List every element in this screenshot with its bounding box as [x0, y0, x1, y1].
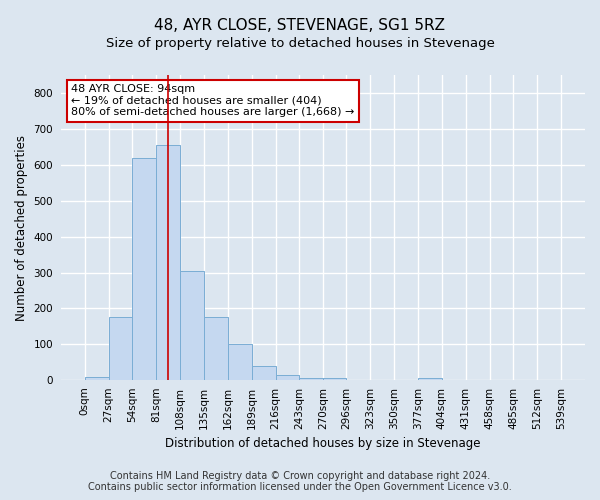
Bar: [204, 318, 228, 380]
Bar: [109, 318, 133, 380]
Bar: [156, 145, 180, 380]
Bar: [85, 376, 109, 380]
Text: Size of property relative to detached houses in Stevenage: Size of property relative to detached ho…: [106, 38, 494, 51]
Bar: [133, 158, 156, 380]
Y-axis label: Number of detached properties: Number of detached properties: [15, 134, 28, 320]
Text: 48, AYR CLOSE, STEVENAGE, SG1 5RZ: 48, AYR CLOSE, STEVENAGE, SG1 5RZ: [155, 18, 445, 32]
Bar: [275, 375, 299, 380]
X-axis label: Distribution of detached houses by size in Stevenage: Distribution of detached houses by size …: [165, 437, 481, 450]
Bar: [418, 378, 442, 380]
Bar: [323, 378, 346, 380]
Bar: [180, 270, 204, 380]
Bar: [252, 366, 275, 380]
Text: Contains HM Land Registry data © Crown copyright and database right 2024.
Contai: Contains HM Land Registry data © Crown c…: [88, 471, 512, 492]
Text: 48 AYR CLOSE: 94sqm
← 19% of detached houses are smaller (404)
80% of semi-detac: 48 AYR CLOSE: 94sqm ← 19% of detached ho…: [71, 84, 355, 117]
Bar: [228, 344, 252, 380]
Bar: [299, 378, 323, 380]
